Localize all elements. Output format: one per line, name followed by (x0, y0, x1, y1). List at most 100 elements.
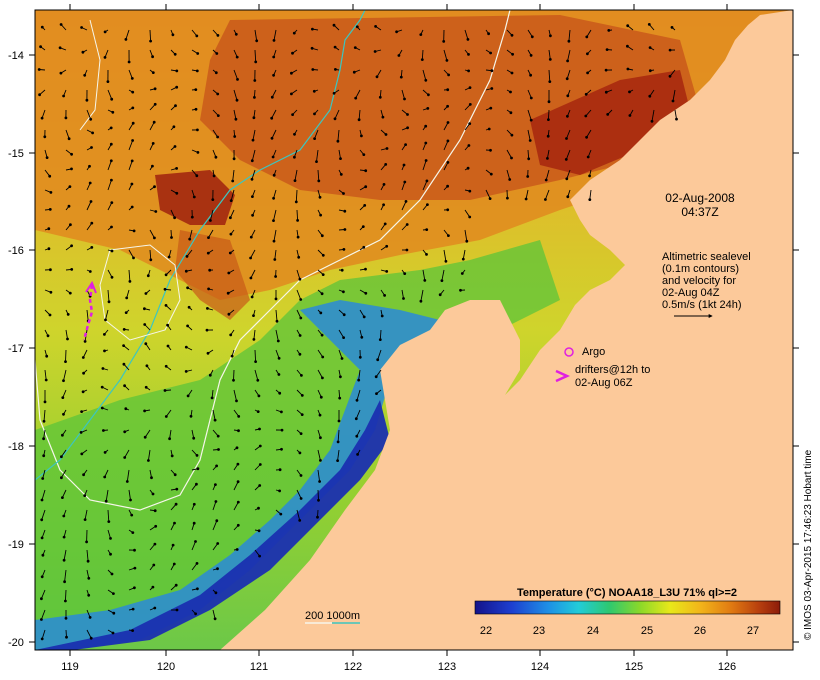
velocity-vector-head (131, 121, 135, 125)
velocity-vector-head (270, 95, 274, 99)
velocity-vector-head (529, 96, 533, 100)
velocity-vector (317, 349, 324, 358)
velocity-vector-head (343, 228, 347, 231)
velocity-vector (41, 509, 46, 520)
velocity-vector-head (186, 286, 190, 290)
velocity-vector-head (249, 235, 253, 239)
velocity-vector-head (406, 113, 409, 116)
velocity-vector-head (62, 412, 65, 416)
velocity-vector-head (647, 23, 651, 26)
velocity-vector (232, 169, 235, 182)
velocity-vector-head (42, 419, 46, 423)
velocity-vector-head (123, 430, 127, 434)
velocity-vector-head (81, 390, 85, 394)
velocity-vector-head (211, 198, 215, 202)
velocity-vector-head (195, 454, 199, 457)
velocity-vector-head (426, 203, 429, 207)
velocity-vector-head (321, 273, 325, 276)
velocity-vector-head (48, 174, 52, 178)
velocity-vector-head (509, 111, 513, 115)
velocity-vector-head (395, 30, 398, 34)
velocity-vector (422, 180, 428, 191)
velocity-vector-head (195, 69, 199, 73)
velocity-vector-head (146, 274, 150, 278)
velocity-vector-head (294, 200, 298, 204)
velocity-vector-head (588, 174, 591, 178)
velocity-vector-head (87, 576, 91, 580)
velocity-vector-head (332, 91, 336, 95)
velocity-vector-head (446, 104, 449, 108)
velocity-vector-head (216, 542, 220, 545)
velocity-vector-head (83, 340, 87, 343)
velocity-vector (421, 49, 424, 60)
velocity-vector-head (438, 293, 442, 297)
velocity-vector-head (298, 334, 302, 337)
velocity-vector-head (62, 514, 66, 518)
velocity-vector-head (546, 134, 550, 138)
velocity-vector (126, 469, 130, 482)
velocity-vector (251, 149, 256, 161)
velocity-vector-head (529, 73, 532, 77)
velocity-vector-head (186, 394, 190, 398)
velocity-vector-head (342, 192, 345, 195)
velocity-vector-head (174, 502, 178, 506)
velocity-vector-head (83, 494, 87, 497)
velocity-vector-head (103, 349, 106, 353)
velocity-vector-head (174, 583, 178, 587)
velocity-vector-head (467, 144, 471, 147)
velocity-vector-head (127, 60, 131, 64)
lat-tick-label: -15 (8, 148, 24, 160)
velocity-vector-head (671, 99, 675, 103)
velocity-vector-head (196, 128, 199, 132)
velocity-vector-head (45, 354, 49, 358)
velocity-vector-head (258, 444, 262, 448)
velocity-vector-head (151, 55, 155, 59)
velocity-vector-head (254, 60, 258, 64)
velocity-vector-head (215, 464, 219, 468)
velocity-vector (422, 69, 427, 81)
velocity-vector-head (209, 219, 212, 222)
velocity-vector-head (298, 277, 302, 281)
velocity-vector-head (399, 75, 403, 79)
velocity-vector-head (320, 234, 324, 238)
velocity-vector-head (382, 183, 386, 186)
velocity-vector-head (467, 53, 470, 56)
velocity-vector (525, 189, 529, 200)
velocity-vector-head (235, 55, 239, 59)
velocity-vector-head (187, 305, 191, 309)
colorbar-tick-label: 27 (747, 625, 759, 637)
velocity-vector-head (150, 476, 153, 480)
velocity-vector-head (130, 77, 134, 80)
velocity-vector-head (175, 69, 179, 73)
velocity-vector-head (426, 107, 430, 110)
velocity-vector-head (80, 26, 83, 29)
velocity-vector-head (122, 362, 126, 366)
velocity-vector-head (299, 316, 303, 320)
velocity-vector-head (144, 292, 148, 295)
velocity-vector-head (80, 410, 83, 413)
velocity-vector-head (405, 223, 409, 226)
lon-tick-label: 126 (718, 661, 736, 673)
velocity-vector (464, 29, 469, 40)
velocity-vector-head (380, 314, 384, 318)
velocity-vector-head (338, 396, 342, 400)
velocity-vector-head (461, 257, 465, 261)
velocity-vector (233, 89, 238, 101)
velocity-vector-head (315, 160, 318, 164)
velocity-vector-head (82, 371, 85, 375)
velocity-vector-head (425, 228, 429, 232)
velocity-vector-head (64, 116, 68, 120)
velocity-vector-head (251, 195, 254, 199)
velocity-vector-head (339, 157, 342, 161)
lon-tick-label: 125 (625, 661, 643, 673)
velocity-vector-head (358, 355, 362, 359)
velocity-vector-head (213, 418, 217, 422)
velocity-vector (273, 29, 277, 41)
velocity-vector-head (170, 236, 173, 239)
velocity-vector-head (442, 40, 446, 43)
velocity-vector-head (130, 513, 134, 517)
velocity-vector-head (208, 373, 212, 377)
velocity-vector-head (132, 229, 136, 233)
velocity-vector-head (272, 55, 276, 59)
velocity-vector-head (100, 406, 104, 410)
